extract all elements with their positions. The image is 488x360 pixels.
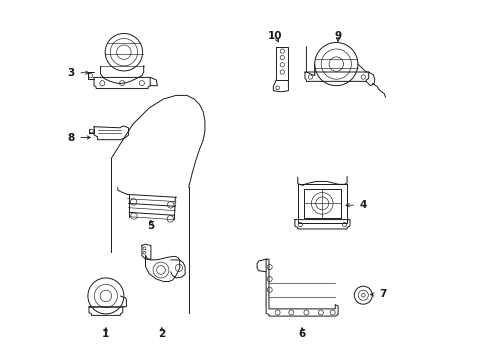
Text: 5: 5 [147, 221, 154, 231]
Text: 7: 7 [379, 289, 386, 300]
Text: 3: 3 [67, 68, 75, 78]
Text: 10: 10 [267, 31, 282, 41]
Text: 1: 1 [102, 329, 109, 339]
Text: 2: 2 [158, 329, 165, 339]
Text: 9: 9 [334, 31, 341, 41]
Text: 8: 8 [67, 132, 75, 143]
Text: 4: 4 [359, 200, 366, 210]
Text: 6: 6 [298, 329, 305, 339]
